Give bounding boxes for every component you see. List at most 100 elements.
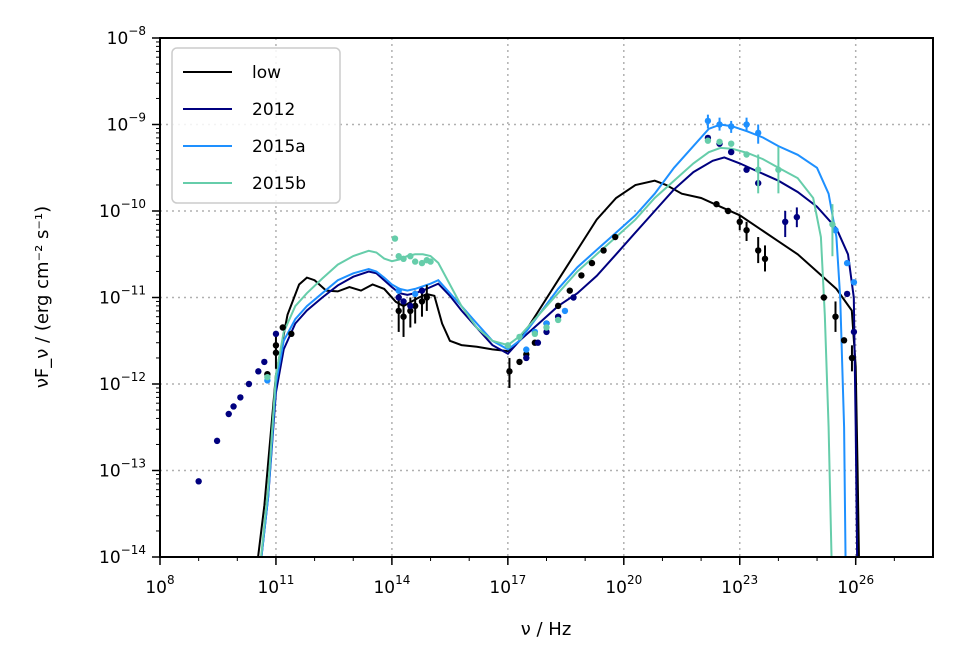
y-tick-label: 10−12 — [99, 370, 146, 395]
data-point-low — [578, 272, 585, 279]
data-point-2012 — [782, 218, 789, 226]
data-point-2015b — [407, 253, 414, 260]
data-point-2015b — [411, 258, 419, 265]
data-point-low — [418, 298, 426, 305]
data-point-2015b — [754, 166, 762, 173]
x-tick-label: 1020 — [605, 573, 642, 598]
axis-labels: ν / Hz νF_ν / (erg cm⁻² s⁻¹) — [32, 206, 571, 640]
data-point-low — [272, 349, 280, 356]
data-point-low — [566, 287, 573, 294]
x-tick-label: 108 — [145, 573, 174, 598]
data-point-low — [411, 302, 419, 310]
data-point-2012 — [400, 298, 407, 305]
data-point-2012 — [195, 478, 202, 485]
data-point-2015b — [264, 373, 271, 381]
data-point-low — [288, 330, 295, 338]
legend-box — [171, 47, 341, 204]
data-point-2015b — [554, 316, 562, 324]
data-point-2015b — [543, 324, 550, 331]
data-point-2012 — [230, 403, 237, 410]
data-point-2015b — [418, 259, 426, 267]
data-point-2012 — [272, 330, 280, 338]
data-point-2015b — [400, 255, 407, 263]
data-point-2012 — [850, 328, 858, 336]
data-point-low — [272, 342, 280, 349]
data-point-2012 — [570, 294, 577, 301]
y-tick-label: 10−14 — [99, 543, 146, 568]
data-point-low — [761, 255, 769, 263]
data-point-2015a — [727, 123, 735, 130]
data-point-2015a — [832, 226, 839, 234]
data-point-2015a — [704, 117, 712, 125]
data-point-2015b — [829, 221, 836, 228]
data-point-2012 — [261, 358, 268, 366]
data-point-2012 — [255, 368, 262, 375]
y-tick-label: 10−9 — [107, 111, 146, 136]
data-point-2012 — [407, 302, 414, 310]
x-tick-label: 1023 — [721, 573, 758, 598]
data-point-low — [506, 368, 513, 375]
data-point-2015b — [395, 253, 402, 260]
y-tick-label: 10−13 — [99, 457, 146, 482]
data-point-low — [407, 307, 414, 315]
x-tick-label: 1026 — [837, 573, 874, 598]
data-point-2012 — [543, 328, 550, 336]
data-point-low — [840, 337, 848, 344]
x-tick-label: 1011 — [257, 573, 294, 598]
legend-label-2015a: 2015a — [252, 137, 306, 157]
data-point-low — [279, 324, 286, 331]
data-point-2015a — [523, 346, 530, 353]
model-line-2012 — [260, 156, 859, 557]
y-tick-label: 10−10 — [99, 197, 146, 222]
data-point-2012 — [245, 380, 253, 388]
y-tick-label: 10−8 — [107, 24, 146, 49]
data-point-low — [848, 354, 856, 362]
data-point-low — [754, 247, 762, 254]
data-point-2015b — [391, 235, 399, 242]
model-line-2015b — [260, 146, 833, 557]
data-point-2015a — [743, 121, 750, 128]
data-point-2015a — [754, 129, 762, 137]
data-point-2015b — [531, 330, 539, 338]
data-point-2015a — [395, 287, 402, 294]
data-point-2015b — [716, 138, 723, 146]
y-axis-label: νF_ν / (erg cm⁻² s⁻¹) — [32, 206, 53, 388]
data-point-2012 — [395, 294, 402, 301]
model-line-2015a — [260, 123, 847, 557]
data-point-2012 — [213, 437, 221, 445]
legend: low 2012 2015a 2015b — [171, 47, 341, 204]
data-point-low — [713, 200, 720, 208]
data-point-2012 — [523, 354, 530, 362]
data-point-2012 — [418, 287, 426, 294]
data-point-2015b — [743, 151, 750, 158]
x-axis-label: ν / Hz — [521, 619, 572, 640]
model-curves — [257, 123, 860, 557]
data-point-low — [600, 247, 607, 254]
data-point-low — [554, 302, 562, 310]
model-line-low — [257, 179, 860, 557]
data-point-low — [423, 294, 431, 301]
data-point-2012 — [727, 148, 735, 156]
data-point-2015b — [704, 137, 712, 144]
data-point-low — [516, 358, 523, 366]
data-point-low — [724, 207, 732, 215]
data-point-2012 — [225, 410, 232, 418]
data-point-low — [743, 226, 750, 234]
data-point-low — [832, 313, 839, 320]
data-point-2015b — [775, 166, 782, 173]
data-point-2015a — [850, 279, 858, 286]
x-tick-label: 1017 — [489, 573, 526, 598]
data-point-2012 — [843, 290, 851, 298]
data-point-2015a — [716, 121, 723, 128]
data-point-low — [395, 307, 402, 315]
data-point-2015b — [427, 258, 434, 265]
legend-label-low: low — [252, 63, 281, 83]
data-point-2015a — [411, 290, 419, 298]
data-point-2015b — [727, 140, 735, 147]
data-point-2015a — [843, 259, 851, 267]
data-point-low — [820, 294, 828, 301]
y-tick-label: 10−11 — [99, 284, 146, 309]
data-point-low — [400, 313, 407, 320]
